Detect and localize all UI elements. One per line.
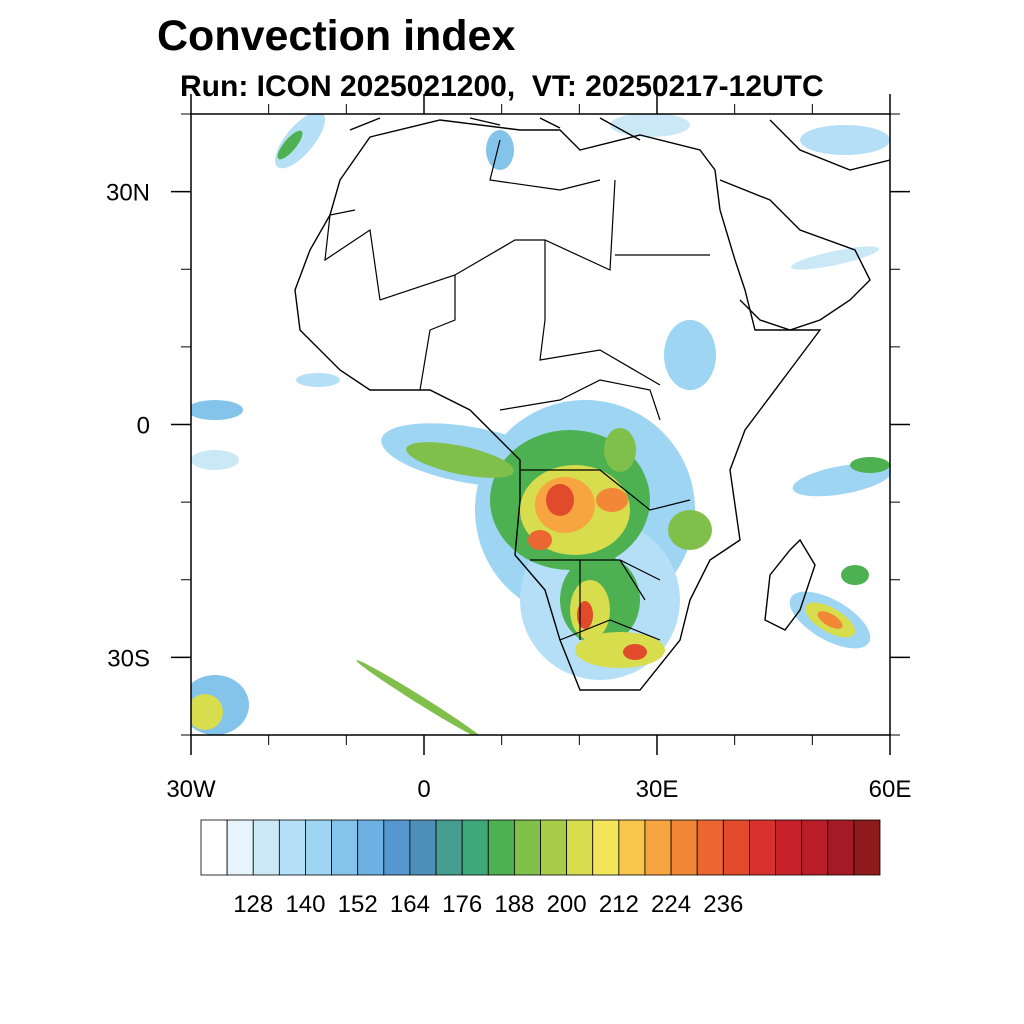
axis-ticks: 30W 0 30E 60E 30N 0 30S [106, 94, 911, 803]
colorbar-label: 176 [442, 891, 482, 918]
europe-coastline [349, 117, 890, 171]
shade-patch [800, 125, 890, 155]
colorbar-swatch [801, 819, 829, 876]
colorbar-label: 224 [651, 891, 691, 918]
shade-patch [356, 660, 484, 735]
colorbar-label: 128 [233, 891, 273, 918]
colorbar-swatch [827, 819, 855, 876]
colorbar-label: 188 [494, 891, 534, 918]
colorbar: 128 140 152 164 176 188 200 212 224 236 [200, 819, 881, 918]
map-title: Convection index [157, 12, 516, 60]
lon-tick-label: 30W [166, 776, 216, 803]
africa-coastline [294, 119, 822, 691]
shade-patch [668, 510, 712, 550]
colorbar-swatch [566, 819, 594, 876]
lon-tick-label: 60E [869, 776, 912, 803]
colorbar-swatch [383, 819, 411, 876]
colorbar-swatch [278, 819, 306, 876]
lat-tick-label: 30S [107, 645, 150, 672]
colorbar-label: 236 [703, 891, 743, 918]
colorbar-swatch [775, 819, 803, 876]
colorbar-label: 212 [599, 891, 639, 918]
shade-patch [623, 644, 647, 660]
colorbar-swatch [331, 819, 359, 876]
map-subtitle: Run: ICON 2025021200, VT: 20250217-12UTC [180, 70, 824, 103]
colorbar-label: 152 [338, 891, 378, 918]
colorbar-swatch [696, 819, 724, 876]
colorbar-swatch [644, 819, 672, 876]
shade-patch [406, 442, 514, 478]
shade-patch [577, 601, 593, 629]
colorbar-swatch [670, 819, 698, 876]
shade-patch [790, 246, 880, 270]
arabia-coastline [719, 179, 871, 331]
lon-tick-label: 30E [636, 776, 679, 803]
colorbar-swatch [749, 819, 776, 876]
shade-patch [575, 632, 665, 668]
shade-patch [296, 373, 340, 387]
colorbar-swatch [592, 819, 620, 876]
colorbar-swatch [409, 819, 437, 876]
shade-patch [528, 530, 552, 550]
colorbar-swatch [487, 819, 515, 876]
shade-patch [604, 428, 636, 472]
colorbar-swatch [461, 819, 489, 876]
shade-patch [546, 484, 574, 516]
shade-patch [841, 565, 869, 585]
colorbar-swatch [540, 819, 568, 876]
colorbar-swatch [513, 819, 541, 876]
borders [324, 139, 710, 641]
shade-patch [191, 400, 243, 420]
colorbar-swatch [722, 819, 750, 876]
shade-patch [596, 488, 628, 512]
colorbar-swatch [853, 819, 881, 876]
shade-patch [486, 130, 514, 170]
colorbar-swatch [305, 819, 332, 876]
lat-tick-label: 0 [137, 413, 150, 440]
country-border [324, 139, 710, 641]
lat-tick-label: 30N [106, 180, 150, 207]
colorbar-swatch [618, 819, 646, 876]
colorbar-swatch [226, 819, 254, 876]
colorbar-label: 200 [547, 891, 587, 918]
madagascar-coastline [764, 538, 816, 631]
shade-patch [191, 694, 223, 730]
shade-patch [610, 114, 690, 137]
colorbar-label: 140 [285, 891, 325, 918]
coastlines [294, 117, 890, 691]
shade-patch [191, 450, 239, 470]
convection-field [191, 114, 890, 735]
colorbar-swatch [200, 819, 228, 876]
shade-patch [277, 130, 303, 160]
shade-patch [850, 457, 890, 473]
shade-patch [817, 611, 843, 629]
lon-tick-label: 0 [417, 776, 430, 803]
colorbar-swatch [435, 819, 463, 876]
colorbar-swatch [357, 819, 385, 876]
colorbar-label: 164 [390, 891, 430, 918]
shade-patch [664, 320, 716, 390]
colorbar-swatch [252, 819, 280, 876]
